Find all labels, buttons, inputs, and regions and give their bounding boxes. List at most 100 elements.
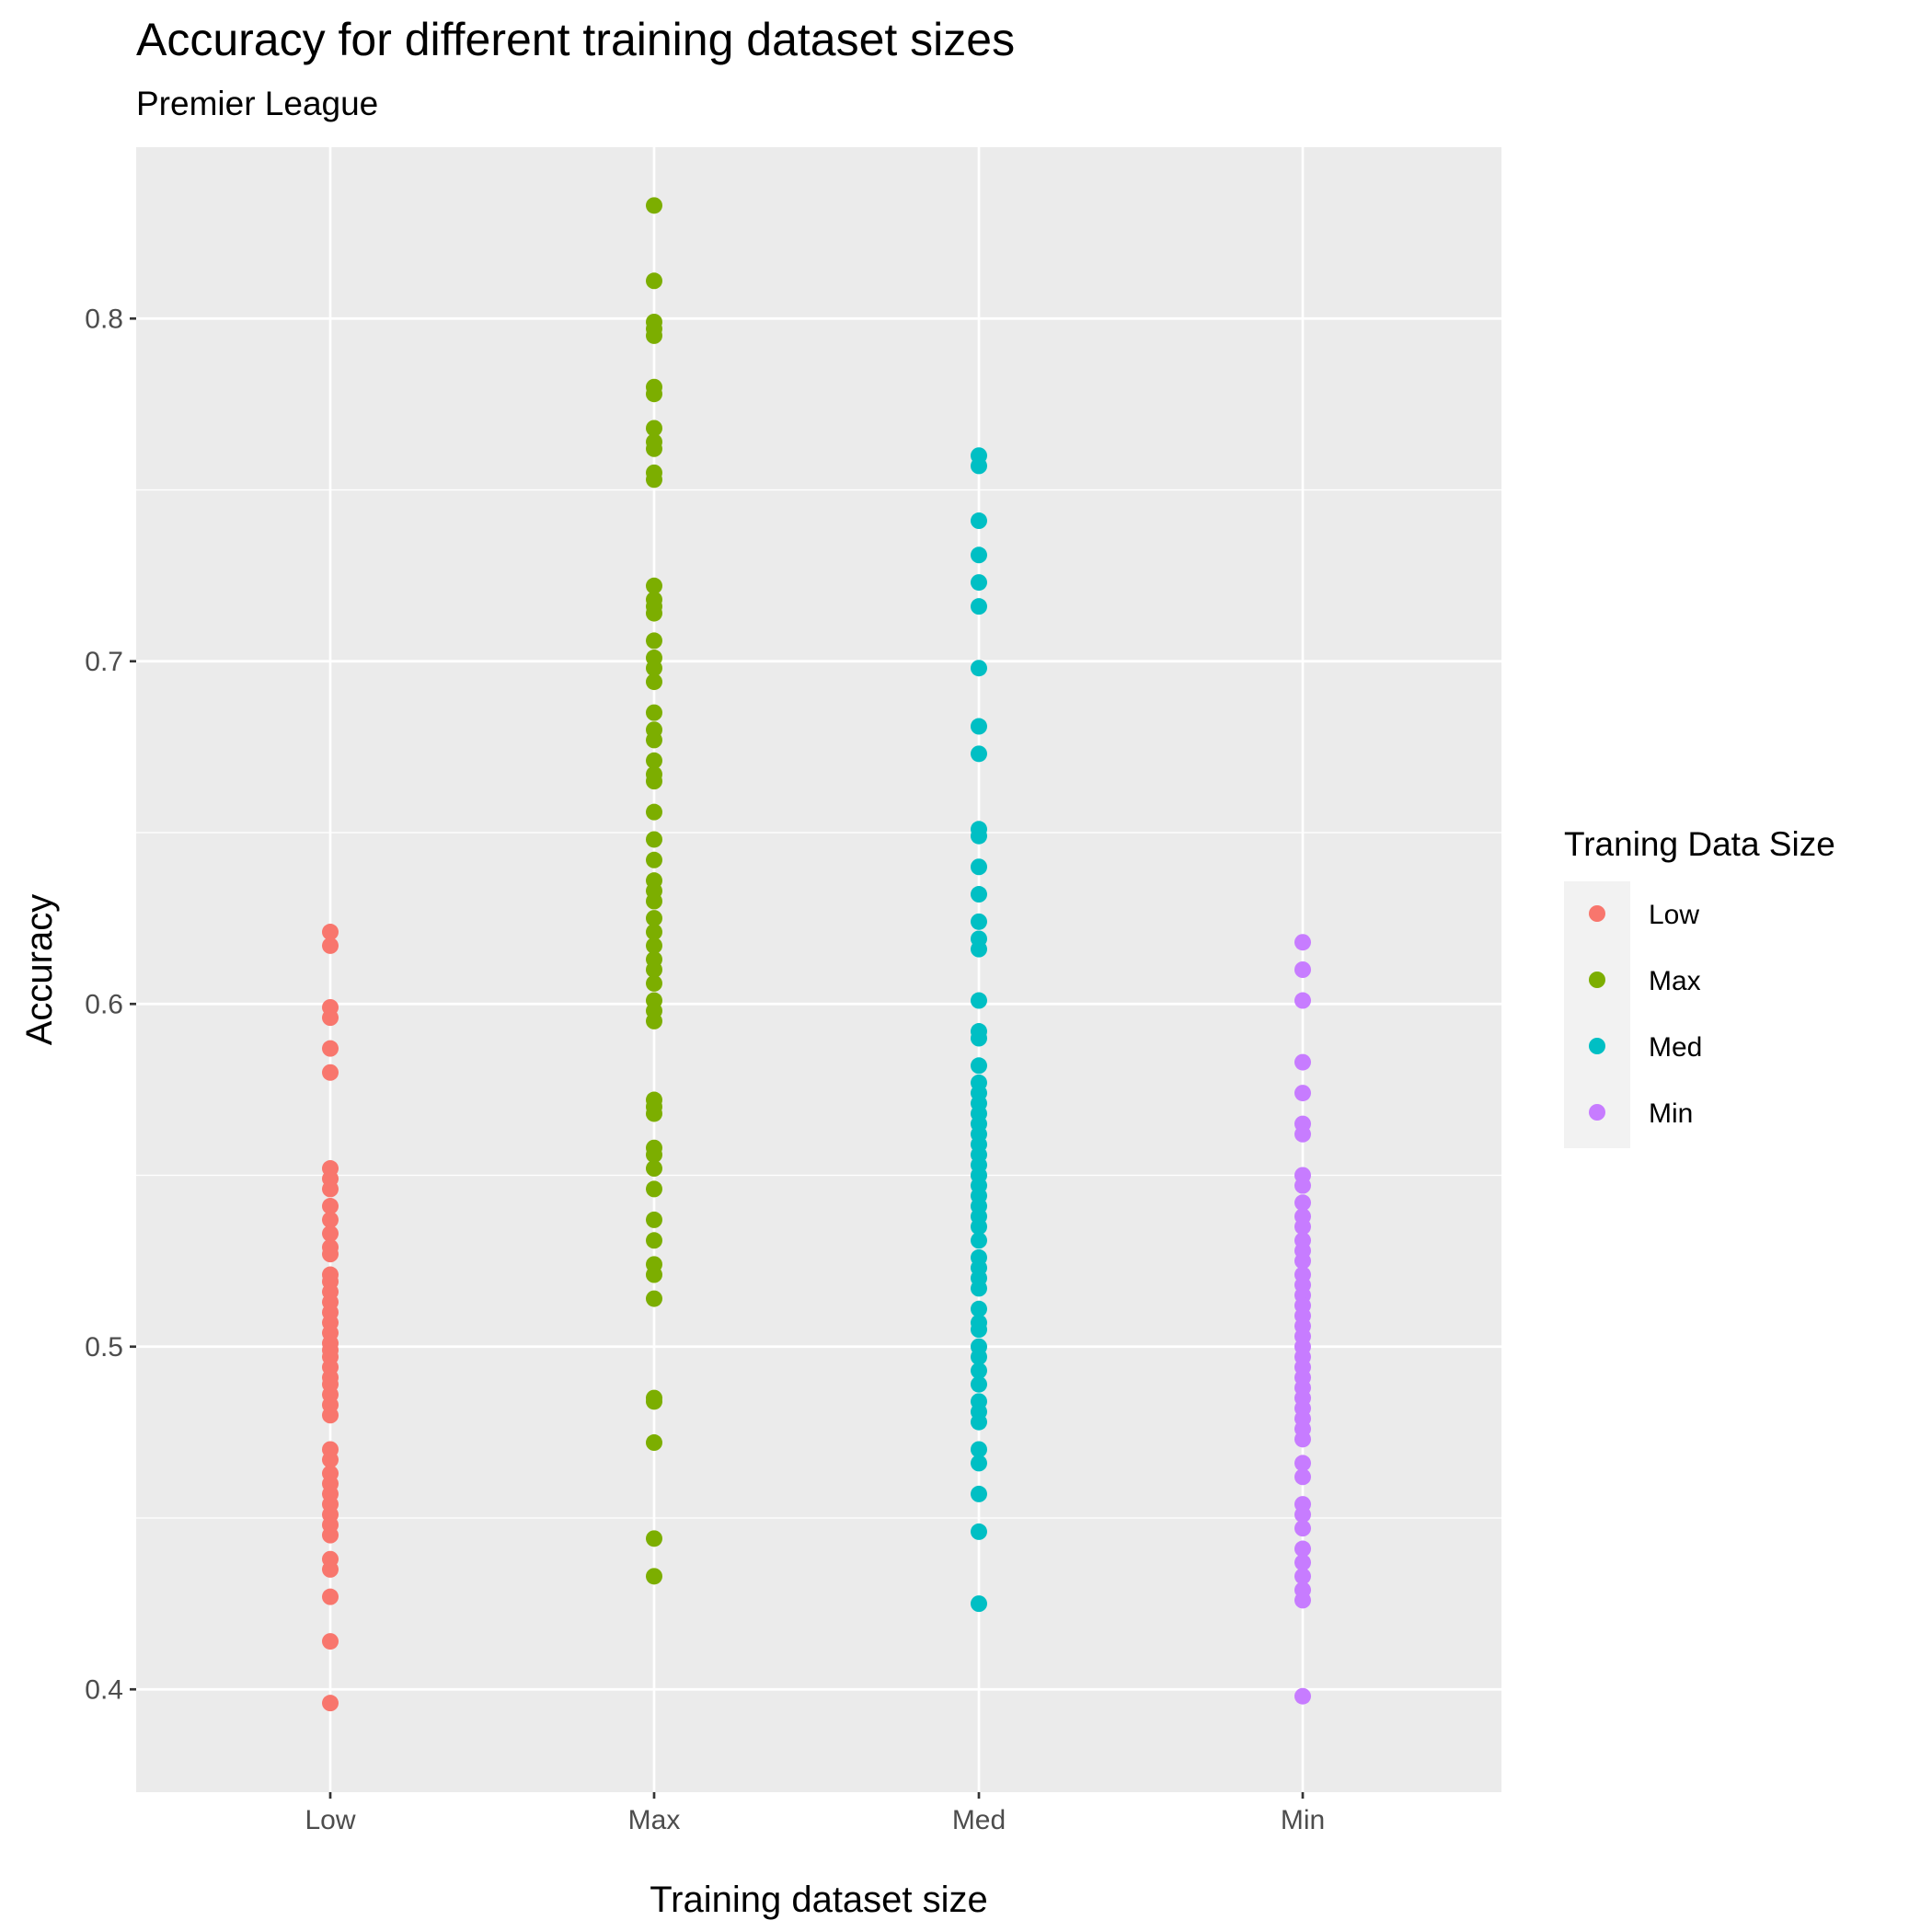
data-point-med xyxy=(971,1523,987,1540)
data-point-med xyxy=(971,1413,987,1431)
data-point-max xyxy=(646,1530,662,1547)
data-point-max xyxy=(646,197,662,214)
data-point-med xyxy=(971,1321,987,1339)
data-point-med xyxy=(971,1029,987,1047)
data-point-med xyxy=(971,574,987,592)
legend-title: Traning Data Size xyxy=(1564,825,1835,863)
data-point-max xyxy=(646,773,662,790)
data-point-max xyxy=(646,961,662,978)
data-point-max xyxy=(646,831,662,848)
data-point-med xyxy=(971,1485,987,1502)
data-point-med xyxy=(971,718,987,735)
legend-key-background xyxy=(1564,881,1630,1148)
data-point-max xyxy=(646,1211,662,1228)
data-point-max xyxy=(646,1160,662,1178)
data-point-max xyxy=(646,1568,662,1585)
x-tick-label: Max xyxy=(628,1805,681,1835)
data-point-min xyxy=(1294,1554,1311,1571)
data-point-min xyxy=(1294,1053,1311,1071)
data-point-max xyxy=(646,803,662,821)
data-point-med xyxy=(971,858,987,876)
data-point-max xyxy=(646,440,662,457)
data-point-med xyxy=(971,1057,987,1075)
data-point-min xyxy=(1294,1125,1311,1143)
data-point-med xyxy=(971,1595,987,1613)
data-point-med xyxy=(971,1218,987,1236)
data-point-max xyxy=(646,1290,662,1307)
data-point-min xyxy=(1294,961,1311,978)
legend-key-med xyxy=(1589,1038,1605,1054)
legend-key-low xyxy=(1589,905,1605,922)
data-point-max xyxy=(646,752,662,769)
legend: Traning Data Size Low Max Med Min xyxy=(1564,825,1835,1148)
data-point-max xyxy=(646,1266,662,1283)
legend-label: Min xyxy=(1649,1098,1693,1129)
data-point-med xyxy=(971,1375,987,1393)
data-point-max xyxy=(646,660,662,677)
data-point-low xyxy=(322,1064,339,1081)
data-point-max xyxy=(646,704,662,721)
data-point-low xyxy=(322,1225,339,1242)
data-point-low xyxy=(322,1040,339,1057)
data-point-low xyxy=(322,1211,339,1228)
data-point-max xyxy=(646,632,662,650)
y-tick-label: 0.6 xyxy=(85,989,123,1019)
data-point-max xyxy=(646,1232,662,1249)
data-point-med xyxy=(971,598,987,615)
x-tick-label: Min xyxy=(1281,1805,1325,1835)
data-point-low xyxy=(322,1198,339,1215)
data-point-max xyxy=(646,471,662,489)
legend-items: Low Max Med Min xyxy=(1589,900,1702,1129)
y-tick-label: 0.8 xyxy=(85,304,123,334)
data-point-max xyxy=(646,1393,662,1410)
data-point-min xyxy=(1294,1540,1311,1558)
data-point-min xyxy=(1294,1568,1311,1585)
data-point-max xyxy=(646,420,662,437)
legend-key-min xyxy=(1589,1104,1605,1121)
data-point-low xyxy=(322,1009,339,1027)
y-tick-label: 0.4 xyxy=(85,1674,123,1705)
data-point-min xyxy=(1294,1592,1311,1609)
x-tick-label: Low xyxy=(305,1805,355,1835)
data-point-low xyxy=(322,1588,339,1605)
data-point-med xyxy=(971,1300,987,1317)
data-point-med xyxy=(971,992,987,1009)
y-tick-label: 0.5 xyxy=(85,1332,123,1363)
data-point-med xyxy=(971,1232,987,1249)
data-points xyxy=(322,197,1311,1712)
data-point-max xyxy=(646,577,662,594)
data-point-max xyxy=(646,851,662,868)
data-point-med xyxy=(971,512,987,530)
data-point-min xyxy=(1294,1468,1311,1486)
data-point-med xyxy=(971,660,987,677)
data-point-med xyxy=(971,913,987,930)
chart-title: Accuracy for different training dataset … xyxy=(136,14,1015,65)
data-point-max xyxy=(646,385,662,403)
data-point-med xyxy=(971,1455,987,1472)
data-point-med xyxy=(971,827,987,845)
data-point-min xyxy=(1294,1252,1311,1270)
data-point-min xyxy=(1294,1520,1311,1537)
data-point-med xyxy=(971,1280,987,1297)
data-point-low xyxy=(322,1246,339,1263)
legend-label: Med xyxy=(1649,1032,1702,1063)
data-point-min xyxy=(1294,1085,1311,1102)
data-point-low xyxy=(322,1560,339,1578)
data-point-low xyxy=(322,1633,339,1650)
data-point-low xyxy=(322,937,339,954)
data-point-med xyxy=(971,1441,987,1458)
legend-label: Low xyxy=(1649,900,1699,930)
data-point-min xyxy=(1294,1431,1311,1448)
legend-key-max xyxy=(1589,972,1605,988)
data-point-max xyxy=(646,910,662,927)
data-point-low xyxy=(322,1407,339,1424)
x-tick-label: Med xyxy=(952,1805,1006,1835)
data-point-low xyxy=(322,924,339,941)
data-point-max xyxy=(646,1012,662,1029)
data-point-max xyxy=(646,327,662,344)
data-point-max xyxy=(646,272,662,290)
legend-label: Max xyxy=(1649,966,1701,996)
y-tick-label: 0.7 xyxy=(85,647,123,677)
data-point-max xyxy=(646,1434,662,1452)
